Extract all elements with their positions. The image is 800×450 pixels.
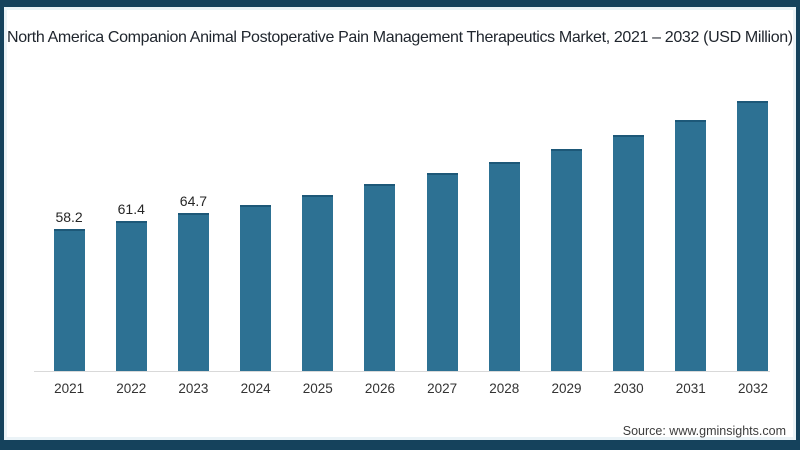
bar [675, 119, 707, 371]
source-attribution: Source: www.gminsights.com [622, 424, 786, 438]
x-axis-tick-label: 2030 [613, 381, 644, 396]
bar [737, 100, 769, 371]
bar [550, 149, 582, 371]
x-axis-tick-label: 2021 [54, 381, 85, 396]
bar-group: 64.7 [162, 193, 224, 371]
x-axis-tick-label: 2026 [364, 381, 395, 396]
x-axis-labels: 2021 2022 2023 2024 2025 2026 2027 2028 2029 2030… [38, 381, 784, 396]
x-axis-tick-label: 2032 [737, 381, 768, 396]
bar-value-label: 61.4 [117, 201, 145, 218]
bar-value-label: 58.2 [55, 209, 83, 225]
bar [613, 134, 645, 371]
chart-title: North America Companion Animal Postopera… [7, 29, 793, 46]
bar-group [535, 129, 597, 371]
x-axis-tick-label: 2024 [240, 381, 271, 396]
x-axis-tick-label: 2022 [116, 381, 147, 396]
bar-group: 61.4 [100, 201, 162, 371]
bar-chart-bars: 58.2 61.4 64.7 [38, 76, 784, 371]
x-axis-tick-label: 2027 [427, 381, 458, 396]
bar [426, 172, 458, 371]
bar [364, 183, 396, 371]
x-axis-tick-label: 2031 [675, 381, 706, 396]
bar-value-label: 64.7 [179, 193, 208, 210]
bar [240, 204, 272, 371]
x-axis-tick-label: 2028 [489, 381, 520, 396]
bar [177, 213, 209, 371]
bar-group [722, 81, 784, 371]
bar-group [598, 115, 660, 371]
x-axis-tick-label: 2029 [551, 381, 582, 396]
bar-group [287, 175, 349, 371]
bar [53, 229, 85, 371]
x-axis-tick-label: 2023 [178, 381, 209, 396]
bar-group [225, 185, 287, 371]
x-axis-tick-label: 2025 [302, 381, 333, 396]
bar-group: 58.2 [38, 209, 100, 371]
bar-group [473, 142, 535, 371]
x-axis-line [34, 371, 770, 372]
bar [488, 161, 520, 371]
bar [302, 194, 334, 371]
bar-group [349, 164, 411, 371]
bar-group [411, 153, 473, 371]
bar-group [660, 100, 722, 371]
bar [115, 221, 147, 371]
